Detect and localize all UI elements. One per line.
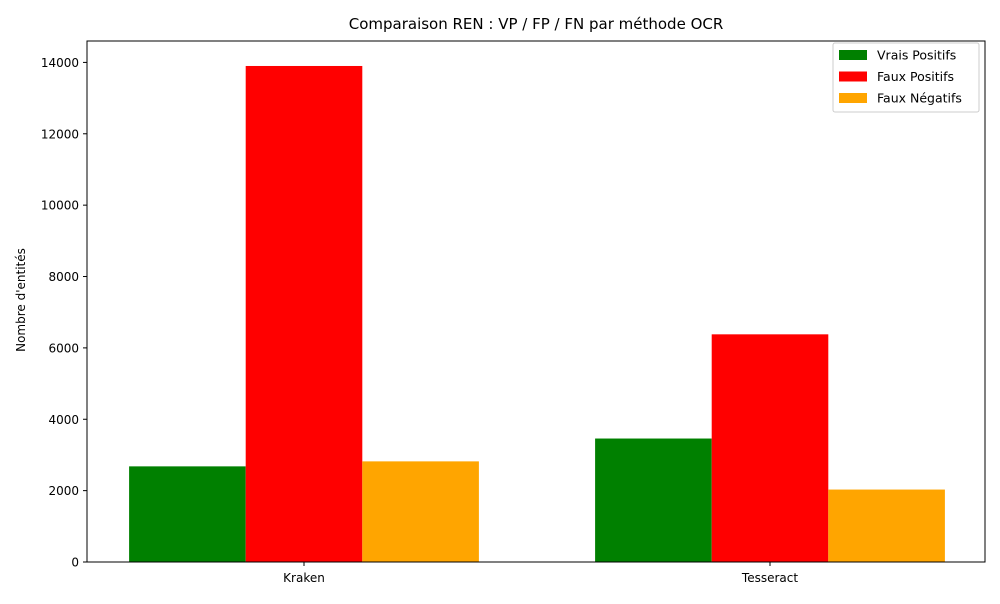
plot-frame bbox=[86, 40, 986, 563]
bar-tesseract-series-2 bbox=[711, 334, 829, 562]
bar-kraken-series-1 bbox=[129, 466, 246, 562]
bar-tesseract-series-3 bbox=[828, 489, 945, 562]
y-tick-label: 14000 bbox=[41, 56, 79, 70]
legend-box bbox=[832, 42, 980, 113]
x-tick-label: Kraken bbox=[283, 571, 325, 585]
y-tick-label: 6000 bbox=[48, 341, 79, 355]
y-axis: 0 2000 4000 6000 8000 10000 12000 14000 bbox=[41, 56, 87, 570]
y-tick-label: 2000 bbox=[48, 484, 79, 498]
bar-kraken-series-2 bbox=[245, 65, 363, 562]
y-tick-label: 8000 bbox=[48, 270, 79, 284]
x-tick-label: Tesseract bbox=[741, 571, 798, 585]
y-tick-label: 0 bbox=[71, 556, 79, 570]
legend-label: Faux Positifs bbox=[877, 69, 954, 84]
y-axis-title: Nombre d'entités bbox=[14, 248, 28, 352]
legend-swatch bbox=[839, 50, 867, 60]
chart-title: Comparaison REN : VP / FP / FN par métho… bbox=[349, 15, 724, 33]
y-tick-label: 12000 bbox=[41, 127, 79, 141]
legend-label: Vrais Positifs bbox=[877, 48, 956, 63]
legend: Vrais Positifs Faux Positifs Faux Négatifs bbox=[832, 42, 980, 113]
bars-layer bbox=[129, 65, 945, 562]
y-tick-label: 4000 bbox=[48, 413, 79, 427]
legend-label: Faux Négatifs bbox=[877, 91, 962, 106]
x-axis: Kraken Tesseract bbox=[283, 562, 798, 585]
legend-swatch bbox=[839, 93, 867, 103]
legend-swatch bbox=[839, 71, 867, 82]
bar-kraken-series-3 bbox=[362, 461, 479, 562]
bar-tesseract-series-1 bbox=[595, 438, 712, 562]
y-tick-label: 10000 bbox=[41, 199, 79, 213]
